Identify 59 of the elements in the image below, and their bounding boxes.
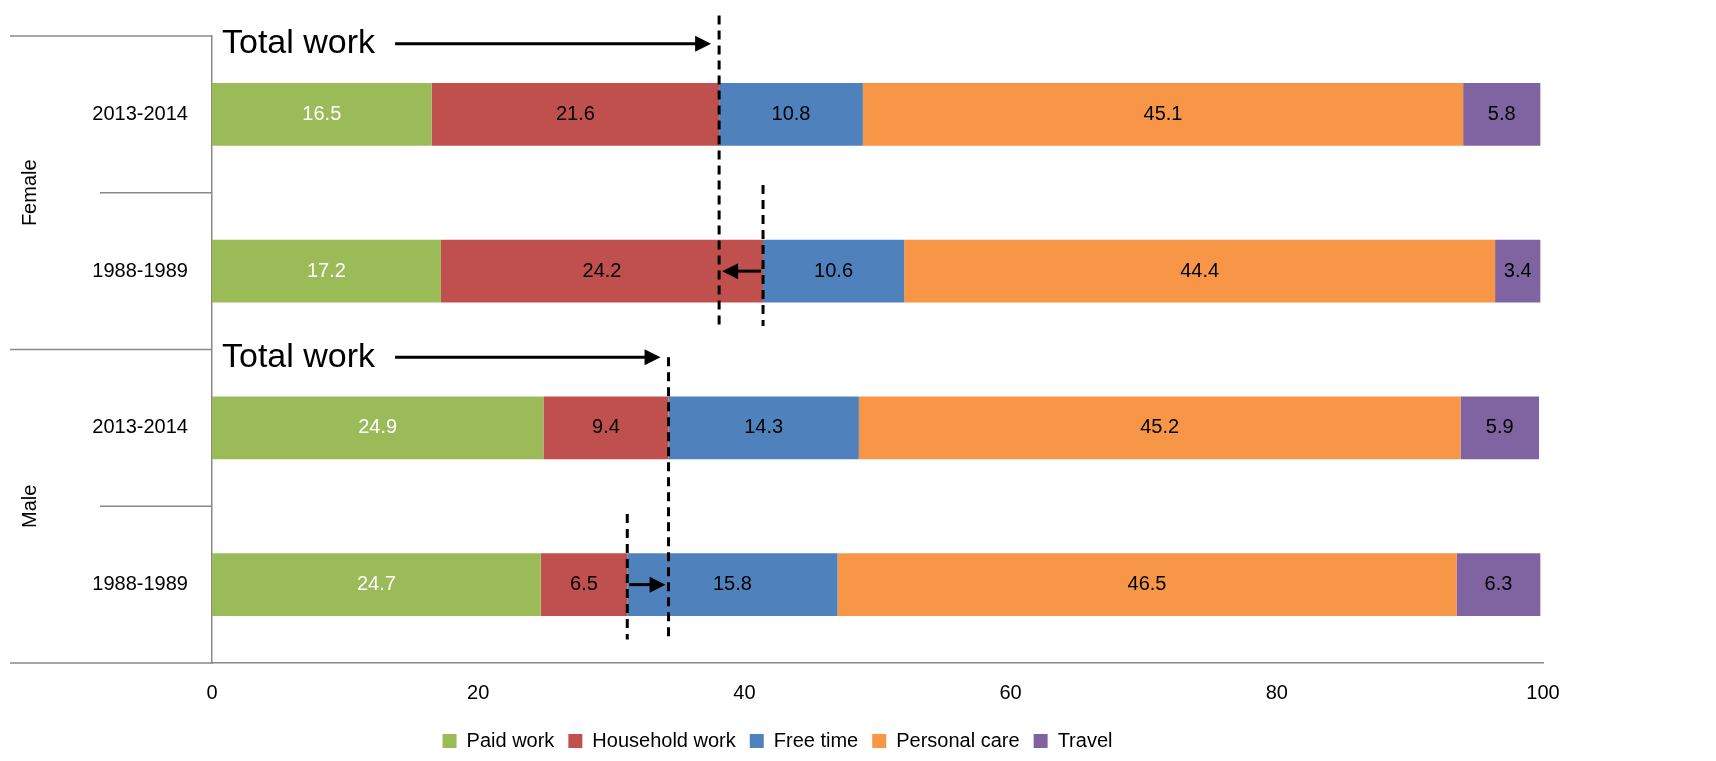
data-label: 17.2	[307, 258, 346, 281]
data-label: 10.8	[771, 101, 811, 124]
bar	[837, 553, 1457, 616]
annotation: Total work	[222, 22, 377, 61]
legend-label: Free time	[773, 728, 859, 751]
text: Male	[17, 484, 40, 528]
legend-label: Paid work	[466, 728, 556, 751]
x-tick-label: 80	[1265, 680, 1288, 703]
data-label: 9.4	[592, 415, 620, 438]
data-label: 5.9	[1485, 415, 1514, 438]
bar	[904, 239, 1496, 303]
data-label: 21.6	[555, 101, 595, 124]
data-label: 44.4	[1180, 258, 1220, 281]
data-label: 45.2	[1140, 415, 1180, 438]
data-label: 5.8	[1487, 101, 1516, 124]
data-label: 45.1	[1143, 101, 1183, 124]
bar	[719, 83, 863, 146]
data-label: 14.3	[744, 415, 784, 438]
bar	[1460, 396, 1540, 460]
bar	[540, 553, 628, 616]
bar	[431, 83, 720, 146]
y-tick-label: 1988-1989	[92, 572, 188, 595]
x-tick-label: 0	[206, 680, 218, 703]
bar	[1463, 83, 1541, 146]
x-tick-label: 20	[467, 680, 490, 703]
x-tick-label: 60	[999, 680, 1022, 703]
legend-label: Travel	[1057, 728, 1113, 751]
bar	[627, 553, 838, 616]
text: Female	[17, 159, 40, 227]
data-label: 15.8	[712, 572, 752, 595]
data-label: 6.5	[570, 572, 598, 595]
x-tick-label: 100	[1526, 680, 1560, 703]
data-label: 24.7	[356, 572, 396, 595]
bar	[1495, 239, 1541, 303]
bar	[212, 83, 432, 146]
bar	[440, 239, 764, 303]
bar	[668, 396, 859, 460]
data-label: 24.9	[358, 415, 398, 438]
legend-label: Household work	[592, 728, 737, 751]
data-label: 16.5	[302, 101, 342, 124]
y-tick-label: 2013-2014	[92, 101, 188, 124]
bar	[212, 553, 541, 616]
bar	[858, 396, 1461, 460]
data-label: 24.2	[582, 258, 622, 281]
y-tick-label: 1988-1989	[92, 258, 188, 281]
bar	[212, 239, 441, 303]
data-label: 46.5	[1127, 572, 1167, 595]
bar	[862, 83, 1464, 146]
bar	[1456, 553, 1541, 616]
y-tick-label: 2013-2014	[92, 415, 188, 438]
bar	[763, 239, 905, 303]
annotation: Total work	[222, 335, 377, 374]
bar	[212, 396, 544, 460]
x-tick-label: 40	[733, 680, 756, 703]
data-label: 6.3	[1484, 572, 1513, 595]
data-label: 10.6	[814, 258, 854, 281]
data-label: 3.4	[1503, 258, 1532, 281]
legend-label: Personal care	[896, 728, 1020, 751]
bar	[543, 396, 669, 460]
